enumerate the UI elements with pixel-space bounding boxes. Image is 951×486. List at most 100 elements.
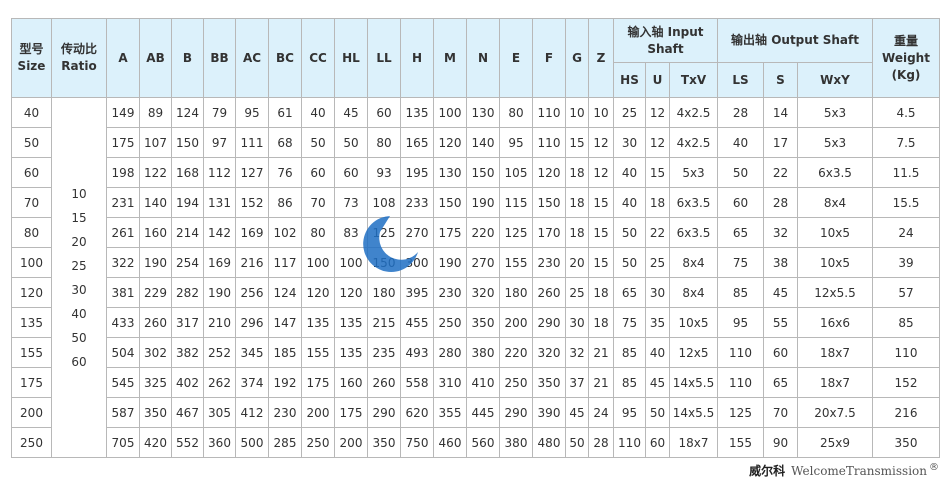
table-cell: 105 [499, 157, 533, 188]
header-ac: AC [235, 18, 269, 98]
table-cell: 175 [334, 397, 368, 428]
table-cell: 445 [466, 397, 500, 428]
table-cell: 433 [106, 307, 140, 338]
header-output-shaft-en: Output Shaft [771, 33, 859, 47]
table-cell: 402 [171, 367, 204, 398]
table-cell: 15 [565, 127, 589, 158]
table-cell: 68 [268, 127, 302, 158]
header-input-shaft-en: Input Shaft [647, 24, 704, 56]
table-cell: 130 [466, 97, 500, 128]
header-ll: LL [367, 18, 401, 98]
table-cell: 190 [433, 247, 467, 278]
table-cell: 302 [139, 337, 172, 368]
table-cell: 140 [139, 187, 172, 218]
header-f: F [532, 18, 566, 98]
table-cell: 290 [499, 397, 533, 428]
header-cc: CC [301, 18, 335, 98]
table-cell: 28 [717, 97, 764, 128]
table-cell: 10x5 [797, 217, 873, 248]
table-cell: 5x3 [797, 127, 873, 158]
header-wxy: WxY [797, 62, 873, 98]
table-cell: 25 [565, 277, 589, 308]
table-cell: 110 [613, 427, 646, 458]
table-cell: 280 [433, 337, 467, 368]
table-cell: 192 [268, 367, 302, 398]
table-cell: 39 [872, 247, 940, 278]
table-cell: 260 [532, 277, 566, 308]
table-cell: 14x5.5 [669, 397, 718, 428]
table-cell: 260 [139, 307, 172, 338]
table-cell: 12 [645, 127, 670, 158]
table-cell: 50 [613, 247, 646, 278]
table-cell: 15.5 [872, 187, 940, 218]
table-row: 60 198 122 168 112 127 76 60 60 93 195 130 150 105 120… [11, 157, 940, 188]
header-input-shaft: 输入轴 Input Shaft [613, 18, 718, 63]
table-cell: 18 [588, 307, 614, 338]
table-cell: 25x9 [797, 427, 873, 458]
table-cell: 45 [763, 277, 798, 308]
table-cell: 5x3 [669, 157, 718, 188]
header-size-cn: 型号 [19, 42, 44, 56]
table-cell: 21 [588, 367, 614, 398]
ratio-value: 30 [71, 282, 87, 297]
table-row: 250 705 420 552 360 500 285 250 200 350 750 460 560 3… [11, 427, 940, 458]
table-cell: 750 [400, 427, 434, 458]
table-cell: 8x4 [797, 187, 873, 218]
table-cell: 14 [763, 97, 798, 128]
table-cell: 190 [203, 277, 236, 308]
table-cell: 107 [139, 127, 172, 158]
header-ab: AB [139, 18, 172, 98]
table-cell: 30 [613, 127, 646, 158]
table-cell: 55 [763, 307, 798, 338]
table-cell: 100 [334, 247, 368, 278]
table-cell: 75 [613, 307, 646, 338]
table-cell: 15 [645, 157, 670, 188]
table-cell: 100 [11, 247, 52, 278]
table-cell: 102 [268, 217, 302, 248]
table-cell: 231 [106, 187, 140, 218]
ratio-value: 20 [71, 234, 87, 249]
table-cell: 50 [645, 397, 670, 428]
table-cell: 40 [613, 157, 646, 188]
table-cell: 325 [139, 367, 172, 398]
table-cell: 198 [106, 157, 140, 188]
table-cell: 65 [763, 367, 798, 398]
table-cell: 108 [367, 187, 401, 218]
table-cell: 120 [334, 277, 368, 308]
table-cell: 95 [499, 127, 533, 158]
table-row: 120 381 229 282 190 256 124 120 120 180 395 230 320 1… [11, 277, 940, 308]
table-cell: 22 [645, 217, 670, 248]
table-cell: 16x6 [797, 307, 873, 338]
ratio-value: 40 [71, 306, 87, 321]
table-cell: 60 [645, 427, 670, 458]
header-bb: BB [203, 18, 236, 98]
table-cell: 350 [139, 397, 172, 428]
table-cell: 15 [588, 217, 614, 248]
table-cell: 381 [106, 277, 140, 308]
table-cell: 40 [11, 97, 52, 128]
table-cell: 80 [499, 97, 533, 128]
table-cell: 8x4 [669, 277, 718, 308]
table-cell: 12x5.5 [797, 277, 873, 308]
table-cell: 558 [400, 367, 434, 398]
table-cell: 40 [301, 97, 335, 128]
header-b: B [171, 18, 204, 98]
table-cell: 110 [717, 337, 764, 368]
table-cell: 233 [400, 187, 434, 218]
header-e: E [499, 18, 533, 98]
table-cell: 65 [613, 277, 646, 308]
header-ratio: 传动比 Ratio [51, 18, 107, 98]
table-cell: 50 [565, 427, 589, 458]
table-cell: 194 [171, 187, 204, 218]
table-cell: 382 [171, 337, 204, 368]
table-cell: 18 [565, 157, 589, 188]
table-cell: 317 [171, 307, 204, 338]
table-cell: 90 [763, 427, 798, 458]
table-cell: 130 [433, 157, 467, 188]
table-cell: 285 [268, 427, 302, 458]
table-cell: 147 [268, 307, 302, 338]
table-cell: 169 [235, 217, 269, 248]
table-cell: 95 [235, 97, 269, 128]
table-cell: 112 [203, 157, 236, 188]
table-cell: 135 [301, 307, 335, 338]
